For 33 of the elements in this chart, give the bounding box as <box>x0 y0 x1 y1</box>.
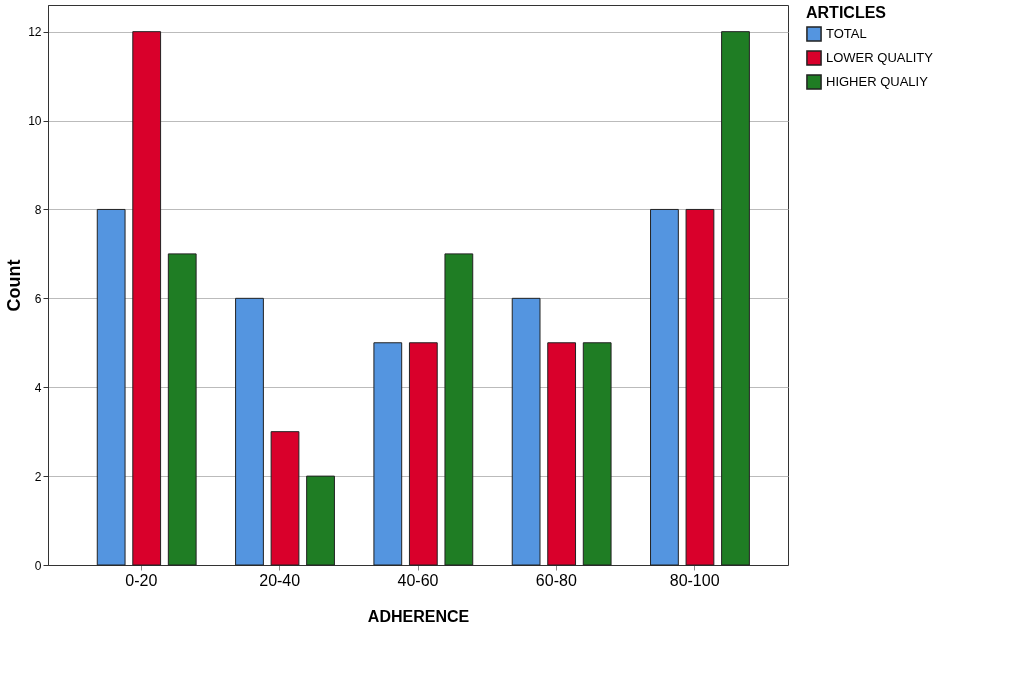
bar <box>444 253 474 566</box>
y-tick-label: 6 <box>34 291 42 306</box>
bar <box>511 297 541 566</box>
y-tick-label: 4 <box>34 380 42 395</box>
bar <box>721 31 750 566</box>
bar <box>306 475 335 566</box>
x-tick-label: 0-20 <box>125 571 158 589</box>
bar <box>547 342 577 566</box>
y-tick-label: 0 <box>34 558 42 573</box>
legend-label: TOTAL <box>826 26 867 41</box>
y-tick-label: 8 <box>34 202 42 217</box>
x-tick-label: 80-100 <box>669 571 720 589</box>
x-tick-label: 60-80 <box>535 571 577 589</box>
bar <box>235 297 264 566</box>
legend-title: ARTICLES <box>806 4 887 21</box>
bar <box>582 342 612 566</box>
bar <box>132 31 162 566</box>
bar <box>650 208 679 566</box>
bar <box>373 342 403 566</box>
x-axis-title: ADHERENCE <box>367 607 470 625</box>
x-tick-label: 20-40 <box>259 571 301 589</box>
bar <box>270 431 300 566</box>
legend-label: LOWER QUALITY <box>826 50 934 65</box>
bar <box>96 208 126 566</box>
legend-label: HIGHER QUALIY <box>826 74 929 89</box>
y-axis-title: Count <box>4 259 25 312</box>
bar <box>408 342 438 566</box>
y-tick-label: 12 <box>28 25 42 40</box>
bar <box>167 253 197 566</box>
y-tick-label: 10 <box>28 114 42 129</box>
x-tick-label: 40-60 <box>397 571 439 589</box>
y-tick-label: 2 <box>34 469 42 484</box>
bar <box>685 208 715 566</box>
